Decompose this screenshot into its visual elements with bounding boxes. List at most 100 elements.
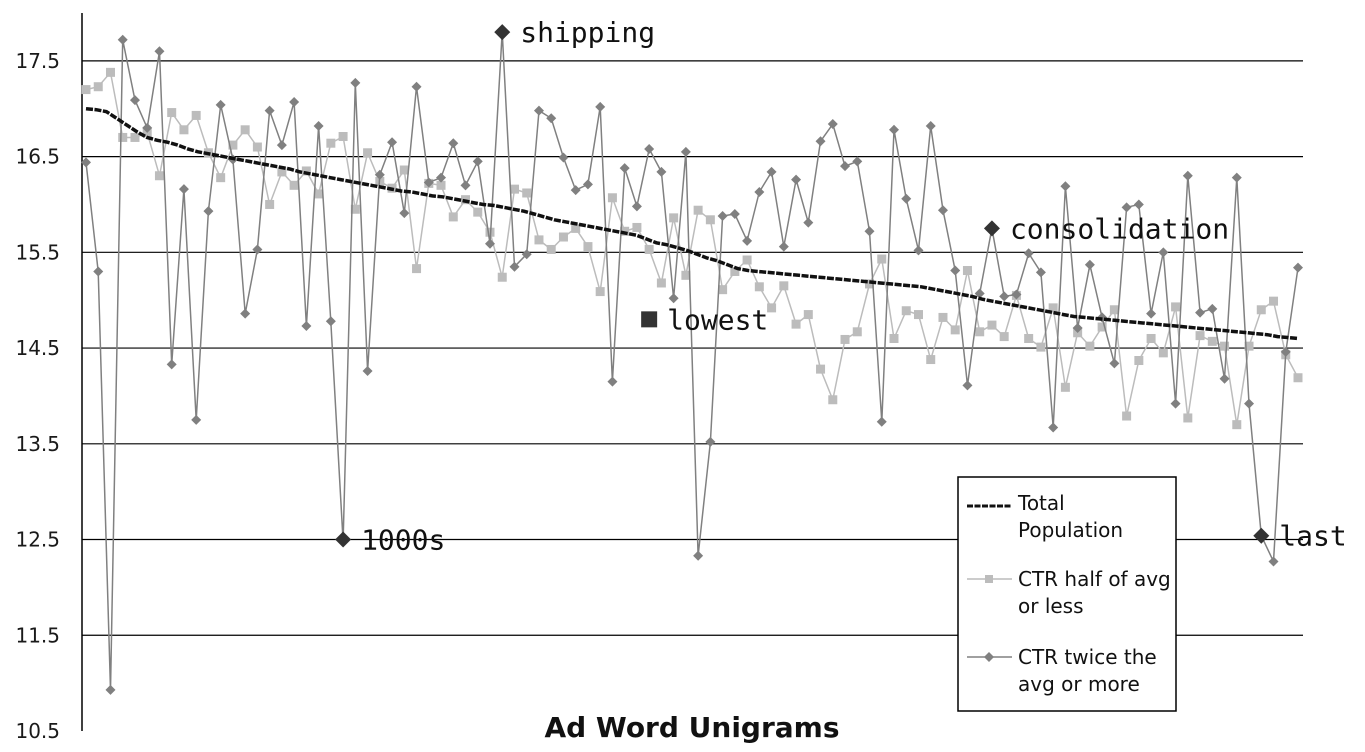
data-point-half [179, 125, 189, 135]
data-point-half [1171, 302, 1181, 312]
legend-item-ctr-half: CTR half of avg or less [967, 567, 1171, 618]
data-point-half [497, 272, 507, 282]
data-point-half [534, 235, 544, 245]
annotation-1000s: 1000s [335, 524, 445, 557]
data-point-twice [950, 265, 961, 276]
data-point-twice [693, 550, 704, 561]
data-point-half [693, 205, 703, 215]
data-point-twice [766, 166, 777, 177]
data-point-twice [436, 172, 447, 183]
data-point-half [669, 213, 679, 223]
data-point-twice [803, 217, 814, 228]
data-point-half [779, 281, 789, 291]
data-point-twice [1048, 422, 1059, 433]
data-point-twice [313, 120, 324, 131]
data-point-half [118, 132, 128, 142]
data-point-twice [325, 316, 336, 327]
data-point-half [314, 189, 324, 199]
data-point-twice [889, 124, 899, 135]
data-point-twice [423, 177, 434, 188]
data-point-twice [754, 187, 765, 198]
series-line-1 [85, 70, 1299, 425]
data-point-half [865, 279, 875, 289]
data-point-twice [374, 169, 385, 180]
data-point-half [338, 131, 348, 141]
data-point-twice [742, 235, 753, 246]
data-point-half [436, 180, 446, 190]
data-point-half [154, 171, 164, 181]
data-point-half [938, 312, 948, 322]
annotation-marker [335, 531, 352, 548]
data-point-twice [1182, 170, 1193, 181]
y-tick-label: 15.5 [15, 240, 60, 264]
data-point-half [1244, 341, 1254, 351]
y-tick-label: 16.5 [15, 145, 60, 169]
data-point-twice [81, 157, 91, 168]
data-point-half [130, 132, 140, 142]
data-point-half [889, 333, 899, 343]
data-point-twice [154, 46, 165, 57]
data-point-half [1085, 341, 1095, 351]
data-point-half [301, 166, 311, 176]
data-point-half [840, 334, 850, 344]
data-point-half [1232, 420, 1242, 430]
data-point-twice [411, 81, 422, 92]
data-point-half [1207, 336, 1217, 346]
data-point-half [1024, 333, 1034, 343]
data-point-twice [509, 261, 520, 272]
data-point-twice [264, 105, 275, 116]
annotation-marker [983, 220, 1000, 237]
data-point-twice [448, 138, 459, 149]
data-point-twice [215, 99, 226, 110]
data-point-half [105, 67, 115, 77]
x-axis-title: Ad Word Unigrams [544, 711, 839, 744]
data-point-twice [680, 146, 691, 157]
data-point-half [1036, 342, 1046, 352]
data-point-half [1097, 322, 1107, 332]
data-point-twice [619, 163, 630, 174]
data-point-twice [93, 266, 104, 277]
annotation-label: last [1279, 520, 1346, 553]
legend-label-total-line2: Population [1018, 518, 1123, 542]
data-point-twice [729, 209, 740, 220]
annotation-label: shipping [520, 16, 655, 49]
data-point-twice [656, 166, 667, 177]
data-point-twice [937, 205, 948, 216]
data-point-half [705, 215, 715, 225]
data-point-half [265, 199, 275, 209]
y-tick-label: 10.5 [15, 719, 60, 743]
legend-label-half-line2: or less [1018, 594, 1084, 618]
data-point-twice [595, 101, 606, 112]
data-point-twice [840, 161, 851, 172]
annotation-lowest: lowest [641, 303, 768, 336]
data-point-twice [1170, 398, 1181, 409]
legend-swatch-twice-marker [984, 652, 994, 662]
y-tick-labels: 10.5 11.5 12.5 13.5 14.5 15.5 16.5 17.5 [15, 49, 60, 743]
legend-label-twice-line1: CTR twice the [1018, 645, 1157, 669]
series-2 [81, 27, 1303, 695]
annotation-label: 1000s [361, 524, 445, 557]
data-point-half [816, 364, 826, 374]
data-point-twice [815, 136, 826, 147]
data-point-half [546, 244, 556, 254]
data-point-half [926, 355, 936, 365]
data-point-half [607, 193, 617, 203]
data-point-twice [582, 179, 593, 190]
data-point-half [987, 320, 997, 330]
data-point-half [1293, 373, 1303, 383]
data-point-twice [166, 359, 177, 370]
data-point-half [1220, 341, 1230, 351]
data-point-half [754, 282, 764, 292]
data-point-twice [644, 143, 655, 154]
data-point-twice [1060, 181, 1071, 192]
data-point-twice [1244, 398, 1255, 409]
data-point-half [1134, 356, 1144, 366]
data-point-half [473, 207, 483, 217]
data-point-half [913, 310, 923, 320]
legend: Total Population CTR half of avg or less… [957, 476, 1177, 712]
annotations: 1000s shipping lowest consolidation last [335, 16, 1347, 557]
data-point-twice [485, 238, 495, 249]
legend-label-half-line1: CTR half of avg [1018, 567, 1171, 591]
legend-item-total-population: Total Population [967, 491, 1123, 542]
data-point-half [632, 222, 642, 232]
